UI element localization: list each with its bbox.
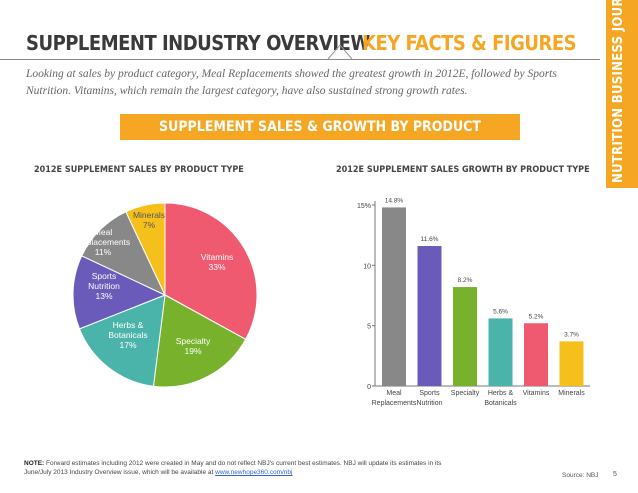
footnote: NOTE: Forward estimates including 2012 w… xyxy=(24,459,464,477)
section-banner: SUPPLEMENT SALES & GROWTH BY PRODUCT xyxy=(120,114,520,140)
bar-minerals xyxy=(559,341,584,386)
bar-category-label: Herbs & Botanicals xyxy=(484,390,517,407)
bar-y-tick-label: 10 xyxy=(363,263,371,270)
pie-label-sports: Sports Nutrition 13% xyxy=(88,271,120,301)
page-number: 5 xyxy=(613,471,617,478)
note-text: Forward estimates including 2012 were cr… xyxy=(24,460,442,476)
pie-label-specialty: Specialty 19% xyxy=(176,336,211,356)
bar-sports xyxy=(417,246,442,386)
pie-slice-sports-nutrition xyxy=(72,255,167,330)
pie-slice-minerals xyxy=(125,202,166,296)
bar-y-tick-label: 0 xyxy=(367,384,371,391)
bar-data-label: 11.6% xyxy=(421,236,439,243)
note-link[interactable]: www.newhope360.com/nbj xyxy=(215,469,293,476)
pie-label-vitamins: Vitamins 33% xyxy=(201,252,233,272)
pie-slice-herbs-botanicals xyxy=(78,294,166,387)
pie-label-herbs: Herbs & Botanicals 17% xyxy=(108,320,147,350)
bar-y-tick-label: 5 xyxy=(367,324,371,331)
bar-category-label: Minerals xyxy=(558,390,585,397)
bar-category-label: Meal Replacements xyxy=(372,390,417,407)
bar-specialty xyxy=(453,287,477,386)
page-title: SUPPLEMENT INDUSTRY OVERVIEW xyxy=(26,31,370,55)
bar-category-label: Sports Nutrition xyxy=(416,390,442,407)
bar-category-label: Specialty xyxy=(451,390,480,397)
pie-label-meal: Meal Replacements 11% xyxy=(76,227,130,257)
bar-y-tick-label: 15% xyxy=(357,203,371,210)
bar-data-label: 8.2% xyxy=(458,277,473,284)
source-label: Source: NBJ xyxy=(562,472,599,479)
pie-chart-title: 2012E SUPPLEMENT SALES BY PRODUCT TYPE xyxy=(34,165,244,175)
bar-data-label: 5.6% xyxy=(493,308,508,315)
note-label: NOTE: xyxy=(24,460,45,467)
bar-data-label: 14.8% xyxy=(385,197,404,204)
bar-herbs xyxy=(488,318,513,386)
bar-chart-title: 2012E SUPPLEMENT SALES GROWTH BY PRODUCT… xyxy=(336,165,590,175)
bar-category-label: Vitamins xyxy=(523,390,550,397)
title-bar: SUPPLEMENT INDUSTRY OVERVIEW KEY FACTS &… xyxy=(26,27,586,61)
brand-bar xyxy=(606,0,638,188)
pie-slice-vitamins xyxy=(164,202,258,341)
title-divider xyxy=(0,59,600,60)
intro-text: Looking at sales by product category, Me… xyxy=(26,68,557,97)
bar-data-label: 5.2% xyxy=(529,313,544,320)
pie-label-minerals: Minerals 7% xyxy=(133,210,165,230)
page-title-accent: KEY FACTS & FIGURES xyxy=(362,31,577,55)
pie-slice-specialty xyxy=(152,294,247,388)
bar-meal xyxy=(382,207,406,386)
bar-data-label: 3.7% xyxy=(564,331,579,338)
title-chevron-icon xyxy=(327,44,353,60)
bar-vitamins xyxy=(524,323,548,386)
